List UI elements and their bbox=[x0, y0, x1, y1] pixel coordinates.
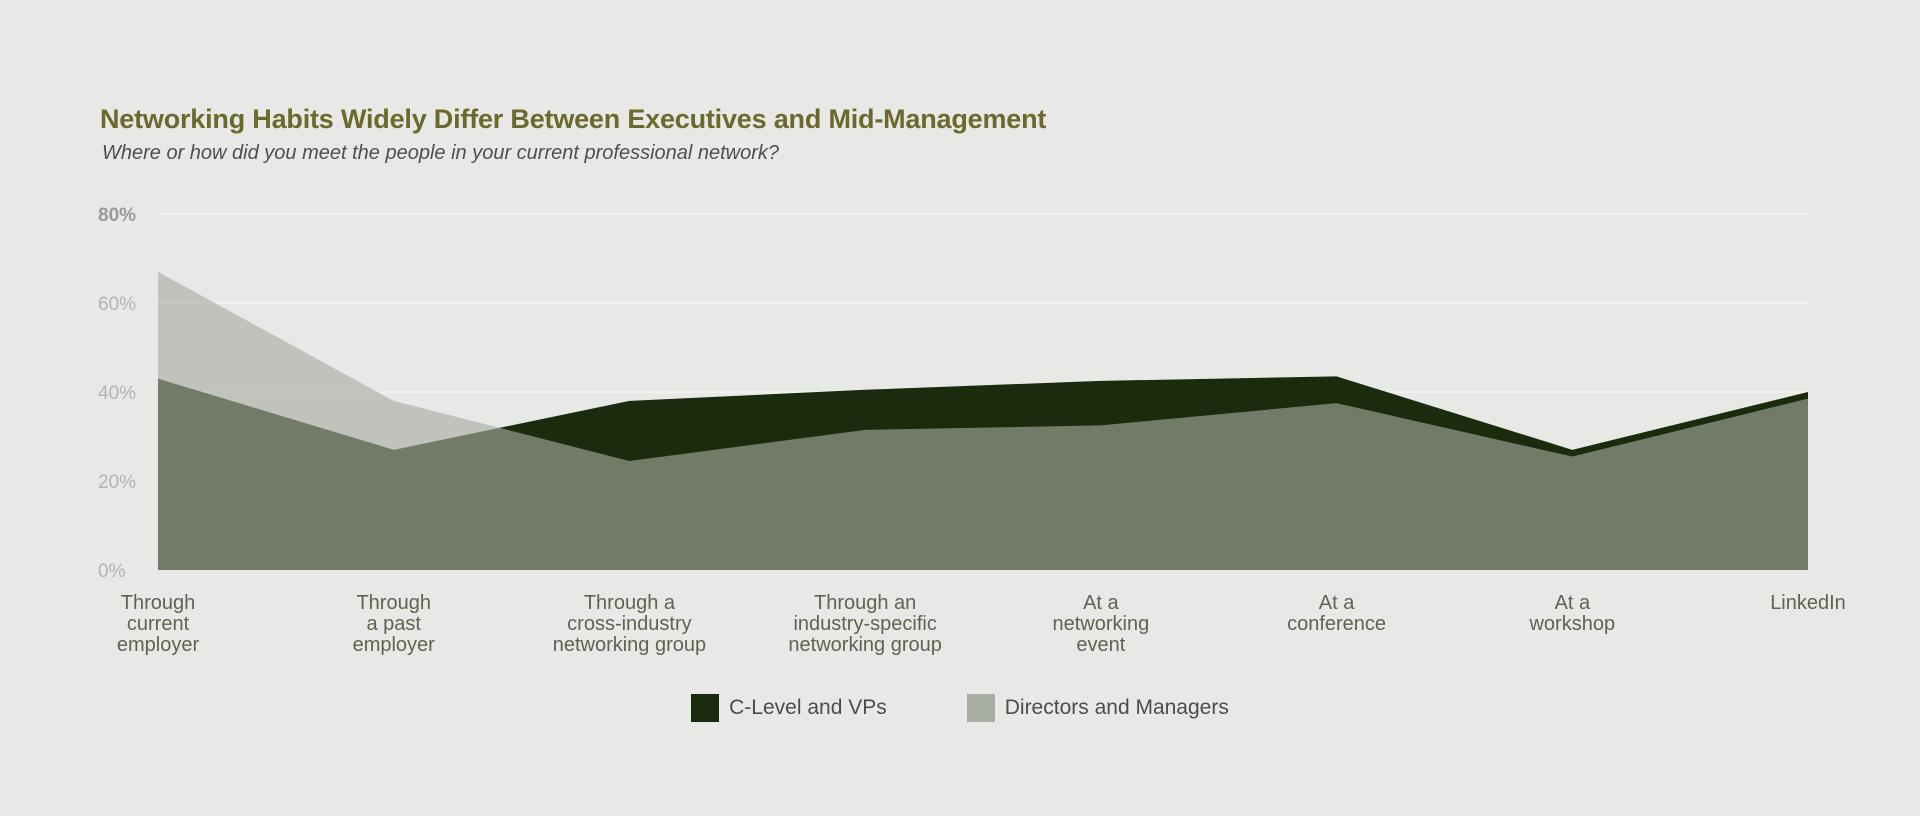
legend-label-c-level: C-Level and VPs bbox=[729, 696, 887, 719]
data-point-directors bbox=[627, 459, 631, 463]
x-tick-label: Through an industry-specific networking gr… bbox=[788, 592, 941, 656]
legend-swatch-directors bbox=[966, 694, 995, 722]
data-point-c-level bbox=[156, 377, 160, 381]
data-point-directors bbox=[1570, 455, 1574, 459]
data-point-directors bbox=[156, 270, 160, 274]
x-tick-label: Through current employer bbox=[117, 592, 200, 656]
data-point-directors bbox=[863, 428, 867, 432]
area-directors-and-managers bbox=[158, 271, 1808, 570]
data-point-c-level bbox=[1335, 374, 1339, 378]
data-point-directors bbox=[1335, 401, 1339, 405]
data-point-c-level bbox=[392, 448, 396, 452]
y-tick-label: 40% bbox=[98, 383, 136, 404]
data-point-c-level bbox=[1806, 390, 1810, 394]
data-point-directors bbox=[392, 399, 396, 403]
legend-label-directors: Directors and Managers bbox=[1004, 696, 1229, 719]
chart-title: Networking Habits Widely Differ Between … bbox=[100, 104, 1047, 134]
y-tick-label: 20% bbox=[98, 472, 136, 493]
x-tick-label: At a workshop bbox=[1528, 592, 1615, 635]
data-point-directors bbox=[1099, 423, 1103, 427]
y-tick-label: 60% bbox=[98, 294, 136, 315]
data-point-c-level bbox=[863, 388, 867, 392]
x-tick-label: At a networking event bbox=[1052, 592, 1149, 656]
chart-legend: C-Level and VPs Directors and Managers bbox=[0, 694, 1920, 722]
x-tick-label: Through a cross-industry networking group bbox=[553, 592, 706, 656]
legend-item-directors: Directors and Managers bbox=[966, 694, 1229, 722]
data-point-c-level bbox=[627, 399, 631, 403]
y-tick-label: 80% bbox=[98, 205, 136, 226]
x-tick-label: Through a past employer bbox=[353, 592, 436, 656]
data-point-c-level bbox=[1099, 379, 1103, 383]
x-tick-label: LinkedIn bbox=[1770, 592, 1846, 614]
legend-item-c-level: C-Level and VPs bbox=[691, 694, 887, 722]
x-tick-label: At a conference bbox=[1287, 592, 1386, 635]
y-tick-label: 0% bbox=[98, 561, 126, 582]
chart-subtitle: Where or how did you meet the people in … bbox=[102, 142, 780, 164]
data-point-directors bbox=[1806, 397, 1810, 401]
legend-swatch-c-level bbox=[691, 694, 720, 722]
data-point-c-level bbox=[1570, 448, 1574, 452]
